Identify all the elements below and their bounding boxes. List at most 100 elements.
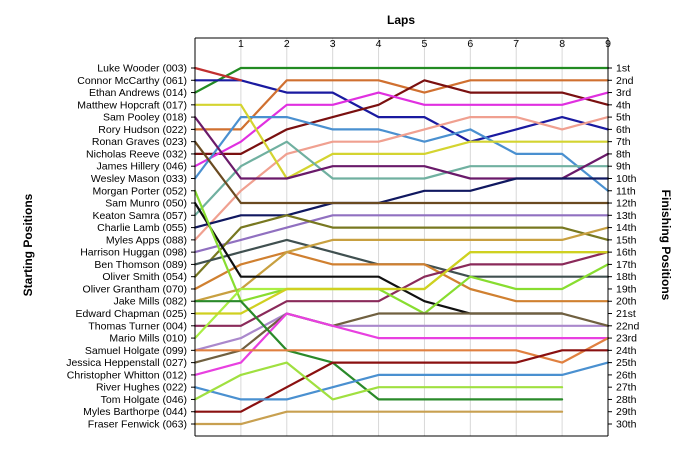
finishing-position-label: 22nd [616, 320, 640, 332]
starting-position-label: Tom Holgate (046) [101, 394, 187, 406]
starting-position-label: Matthew Hopcraft (017) [77, 99, 187, 111]
series-line-13 [193, 214, 610, 254]
finishing-position-label: 14th [616, 222, 637, 234]
finishing-position-label: 26th [616, 369, 637, 381]
starting-position-label: James Hillery (046) [97, 161, 187, 173]
x-tick-label: 5 [422, 38, 428, 50]
starting-position-label: Harrison Huggan (098) [80, 247, 187, 259]
x-tick-label: 7 [513, 38, 519, 50]
finishing-position-label: 12th [616, 198, 637, 210]
starting-position-label: Myles Apps (088) [106, 234, 187, 246]
series-line-14 [193, 214, 610, 278]
starting-position-label: Samuel Holgate (099) [85, 345, 187, 357]
series-line-20 [193, 189, 610, 315]
finishing-position-label: 23rd [616, 333, 637, 345]
finishing-position-label: 29th [616, 406, 637, 418]
starting-position-label: Luke Wooder (003) [97, 63, 187, 75]
series-line-12 [193, 140, 610, 205]
finishing-position-label: 18th [616, 271, 637, 283]
left-axis-title: Starting Positions [21, 193, 35, 296]
series-line-32 [193, 66, 242, 82]
finishing-position-label: 15th [616, 234, 637, 246]
x-tick-label: 3 [330, 38, 336, 50]
finishing-position-label: 5th [616, 112, 631, 124]
finishing-position-label: 28th [616, 394, 637, 406]
starting-position-label: Fraser Fenwick (063) [88, 419, 187, 431]
series-line-24 [193, 312, 610, 364]
finishing-position-label: 24th [616, 345, 637, 357]
series-line-3 [193, 79, 610, 131]
finishing-position-label: 13th [616, 210, 637, 222]
starting-position-label: Rory Hudson (022) [98, 124, 187, 136]
series-line-11 [193, 177, 610, 229]
x-tick-label: 2 [284, 38, 290, 50]
series-line-22 [193, 251, 610, 315]
series-line-25 [193, 312, 610, 376]
finishing-position-label: 20th [616, 296, 637, 308]
series-line-26 [193, 300, 564, 401]
x-tick-label: 9 [605, 38, 611, 50]
starting-position-labels: Luke Wooder (003)Connor McCarthy (061)Et… [66, 63, 187, 431]
finishing-position-label: 27th [616, 382, 637, 394]
starting-position-label: Nicholas Reeve (032) [86, 148, 187, 160]
series-line-7 [193, 116, 610, 241]
starting-position-label: Mario Mills (010) [109, 333, 187, 345]
series-line-30 [193, 361, 564, 401]
finishing-position-label: 8th [616, 148, 631, 160]
starting-position-label: Jake Mills (082) [113, 296, 187, 308]
finishing-position-label: 25th [616, 357, 637, 369]
x-axis-title: Laps [387, 13, 415, 27]
x-tick-label: 6 [467, 38, 473, 50]
starting-position-label: Myles Barthorpe (044) [83, 406, 187, 418]
finishing-position-label: 30th [616, 419, 637, 431]
starting-position-label: Thomas Turner (004) [88, 320, 187, 332]
x-tick-label: 8 [559, 38, 565, 50]
series-line-8 [193, 103, 610, 180]
finishing-position-label: 16th [616, 247, 637, 259]
starting-position-label: Oliver Grantham (070) [83, 283, 187, 295]
starting-position-label: Connor McCarthy (061) [77, 75, 187, 87]
finishing-position-label: 4th [616, 99, 631, 111]
starting-position-label: Ronan Graves (023) [92, 136, 187, 148]
finishing-position-label: 11th [616, 185, 636, 197]
series-line-17 [193, 226, 610, 303]
starting-position-label: Oliver Smith (054) [102, 271, 187, 283]
starting-position-label: Charlie Lamb (055) [97, 222, 187, 234]
series-line-1 [193, 66, 610, 94]
finishing-position-label: 9th [616, 161, 631, 173]
starting-position-label: River Hughes (022) [96, 382, 187, 394]
series-line-31 [193, 410, 564, 426]
starting-position-label: Ethan Andrews (014) [89, 87, 187, 99]
finishing-position-label: 19th [616, 283, 637, 295]
x-tick-label: 1 [238, 38, 244, 50]
finishing-position-label: 7th [616, 136, 631, 148]
starting-position-label: Wesley Mason (033) [91, 173, 187, 185]
right-axis-title: Finishing Positions [659, 190, 673, 301]
finishing-position-label: 10th [616, 173, 637, 185]
series-line-16 [193, 251, 610, 303]
finishing-position-label: 17th [616, 259, 637, 271]
x-tick-label: 4 [376, 38, 382, 50]
finishing-position-label: 1st [616, 63, 630, 75]
finishing-position-labels: 1st2nd3rd4th5th6th7th8th9th10th11th12th1… [616, 63, 640, 431]
finishing-position-label: 2nd [616, 75, 634, 87]
series-line-9 [193, 140, 610, 217]
finishing-position-label: 21st [616, 308, 636, 320]
finishing-position-label: 6th [616, 124, 631, 136]
starting-position-label: Christopher Whitton (012) [67, 369, 187, 381]
series-line-5 [193, 91, 610, 168]
axes [191, 37, 612, 437]
starting-position-label: Sam Munro (050) [105, 198, 187, 210]
series-line-29 [193, 361, 610, 401]
starting-position-label: Morgan Porter (052) [92, 185, 187, 197]
starting-position-label: Keaton Samra (057) [92, 210, 187, 222]
series-lines [193, 66, 610, 426]
starting-position-label: Edward Chapman (025) [76, 308, 187, 320]
starting-position-label: Ben Thomson (089) [94, 259, 187, 271]
starting-position-label: Jessica Heppenstall (027) [66, 357, 187, 369]
finishing-position-label: 3rd [616, 87, 631, 99]
starting-position-label: Sam Pooley (018) [103, 112, 187, 124]
x-tick-labels: 1 2 3 4 5 6 7 8 9 [238, 38, 611, 50]
